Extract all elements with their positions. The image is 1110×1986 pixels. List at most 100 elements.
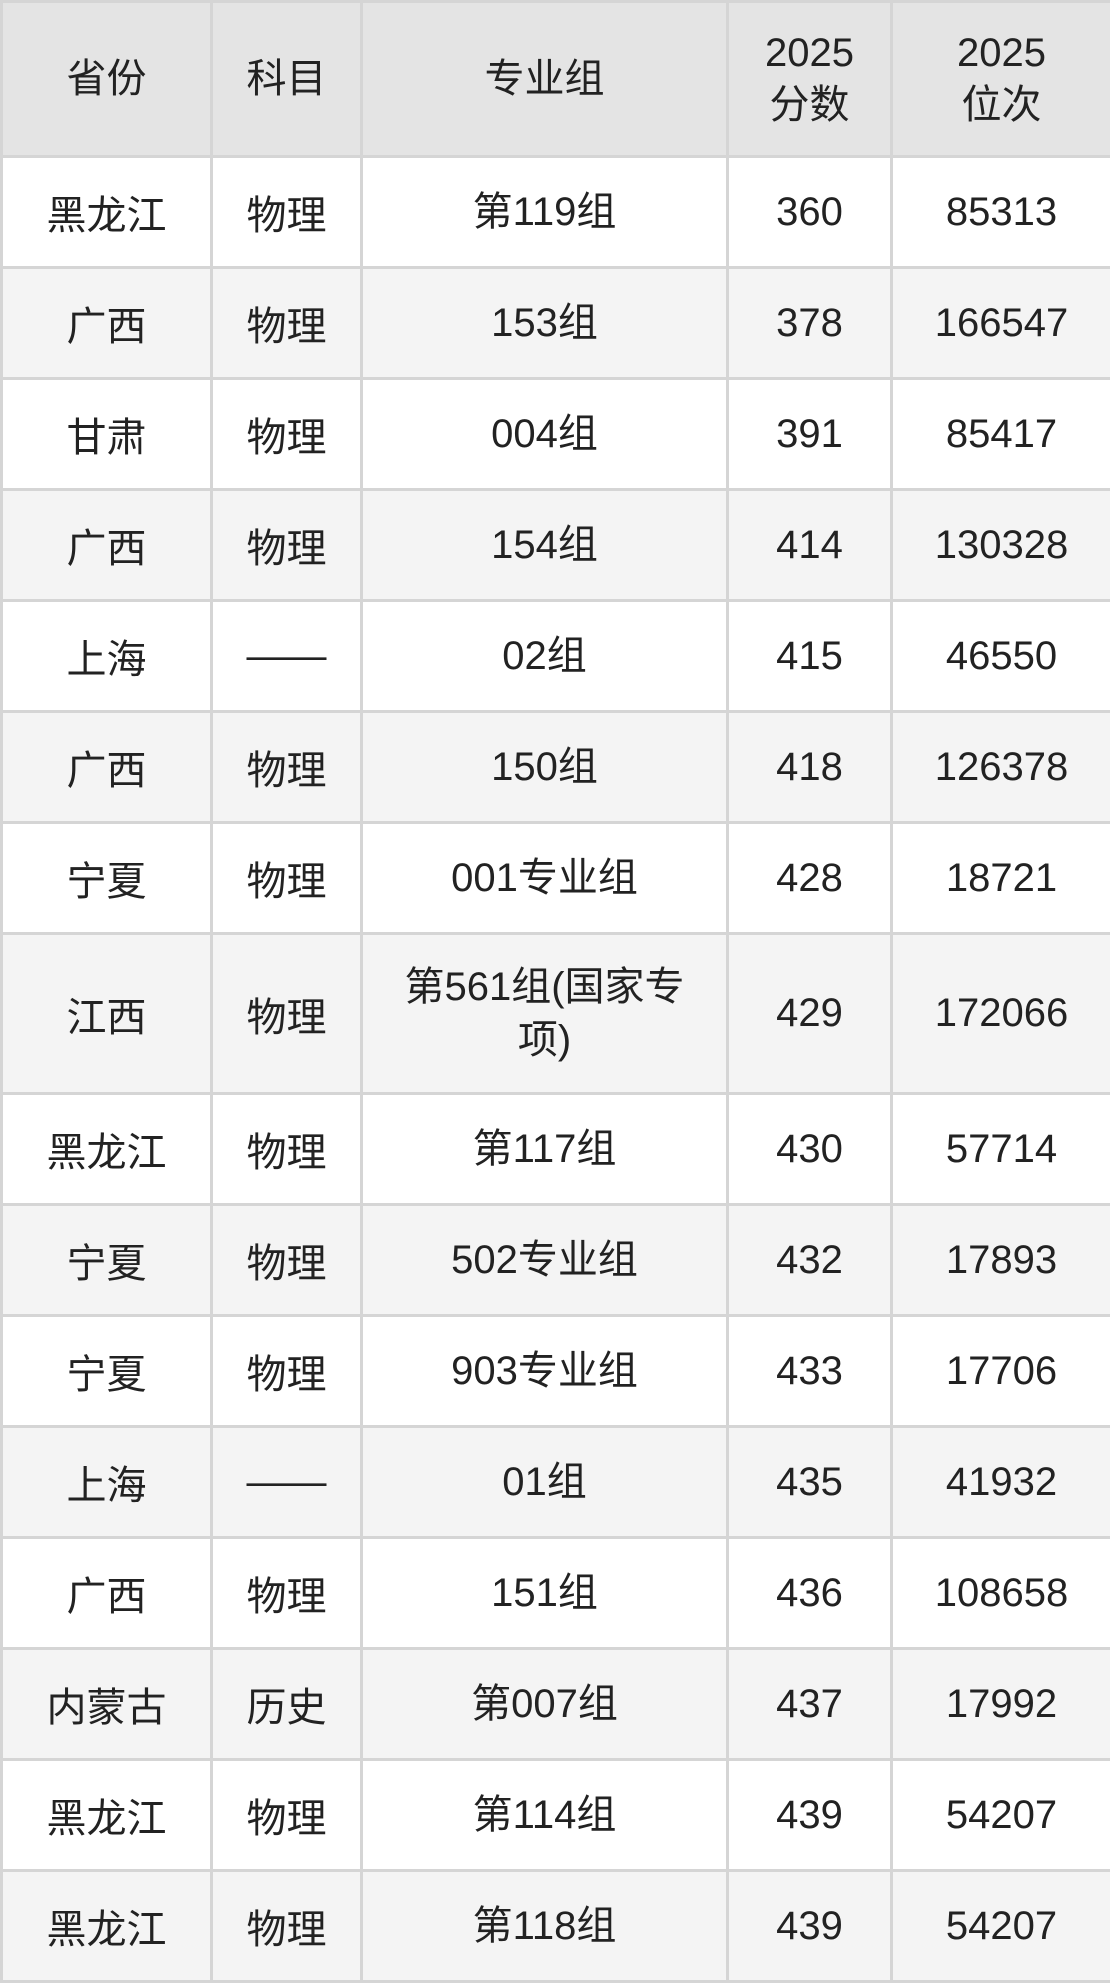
cell-group: 150组 — [360, 710, 729, 824]
table-body: 黑龙江 物理 第119组 360 85313 广西 物理 153组 378 166547 甘肃 物理 0… — [0, 155, 1110, 1983]
cell-rank-2025: 85417 — [890, 377, 1110, 491]
cell-province: 内蒙古 — [0, 1647, 213, 1761]
cell-group: 第117组 — [360, 1092, 729, 1206]
table-row: 上海 —— 02组 415 46550 — [0, 599, 1110, 713]
table-row: 宁夏 物理 001专业组 428 18721 — [0, 821, 1110, 935]
cell-subject: 物理 — [210, 1092, 363, 1206]
group-text: 502专业组 — [451, 1237, 638, 1282]
table-row: 黑龙江 物理 第119组 360 85313 — [0, 155, 1110, 269]
cell-rank-2025: 17706 — [890, 1314, 1110, 1428]
cell-score-2025: 439 — [726, 1758, 893, 1872]
cell-score-2025: 360 — [726, 155, 893, 269]
table-row: 内蒙古 历史 第007组 437 17992 — [0, 1647, 1110, 1761]
cell-subject: 物理 — [210, 266, 363, 380]
cell-rank-2025: 54207 — [890, 1869, 1110, 1983]
cell-subject: 物理 — [210, 1314, 363, 1428]
cell-province: 广西 — [0, 710, 213, 824]
col-header-subject: 科目 — [210, 0, 363, 158]
group-text: 154组 — [491, 522, 598, 567]
table-row: 上海 —— 01组 435 41932 — [0, 1425, 1110, 1539]
col-header-score-2025: 2025 分数 — [726, 0, 893, 158]
group-text: 第114组 — [472, 1792, 617, 1837]
col-header-rank-2025: 2025 位次 — [890, 0, 1110, 158]
table-row: 广西 物理 151组 436 108658 — [0, 1536, 1110, 1650]
cell-subject: 历史 — [210, 1647, 363, 1761]
group-text: 第119组 — [472, 189, 617, 234]
group-text: 01组 — [502, 1459, 587, 1504]
col-header-province: 省份 — [0, 0, 213, 158]
group-text: 001专业组 — [451, 855, 638, 900]
cell-rank-2025: 108658 — [890, 1536, 1110, 1650]
cell-province: 宁夏 — [0, 821, 213, 935]
cell-rank-2025: 41932 — [890, 1425, 1110, 1539]
cell-province: 上海 — [0, 599, 213, 713]
cell-score-2025: 439 — [726, 1869, 893, 1983]
cell-group: 151组 — [360, 1536, 729, 1650]
cell-score-2025: 414 — [726, 488, 893, 602]
cell-subject: —— — [210, 1425, 363, 1539]
cell-province: 广西 — [0, 1536, 213, 1650]
cell-score-2025: 436 — [726, 1536, 893, 1650]
cell-rank-2025: 130328 — [890, 488, 1110, 602]
cell-subject: 物理 — [210, 377, 363, 491]
cell-province: 上海 — [0, 1425, 213, 1539]
cell-score-2025: 391 — [726, 377, 893, 491]
table-row: 宁夏 物理 903专业组 433 17706 — [0, 1314, 1110, 1428]
cell-subject: 物理 — [210, 710, 363, 824]
table-row: 黑龙江 物理 第114组 439 54207 — [0, 1758, 1110, 1872]
cell-rank-2025: 166547 — [890, 266, 1110, 380]
table-row: 宁夏 物理 502专业组 432 17893 — [0, 1203, 1110, 1317]
cell-score-2025: 435 — [726, 1425, 893, 1539]
table-row: 黑龙江 物理 第117组 430 57714 — [0, 1092, 1110, 1206]
cell-rank-2025: 46550 — [890, 599, 1110, 713]
cell-subject: 物理 — [210, 932, 363, 1095]
cell-group: 154组 — [360, 488, 729, 602]
table-row: 黑龙江 物理 第118组 439 54207 — [0, 1869, 1110, 1983]
cell-score-2025: 378 — [726, 266, 893, 380]
cell-province: 黑龙江 — [0, 155, 213, 269]
cell-province: 广西 — [0, 488, 213, 602]
cell-province: 广西 — [0, 266, 213, 380]
cell-rank-2025: 17893 — [890, 1203, 1110, 1317]
cell-subject: 物理 — [210, 155, 363, 269]
cell-province: 黑龙江 — [0, 1758, 213, 1872]
cell-group: 004组 — [360, 377, 729, 491]
group-text: 903专业组 — [451, 1348, 638, 1393]
group-text: 02组 — [502, 633, 587, 678]
cell-score-2025: 428 — [726, 821, 893, 935]
col-header-group: 专业组 — [360, 0, 729, 158]
cell-subject: —— — [210, 599, 363, 713]
cell-province: 甘肃 — [0, 377, 213, 491]
header-row: 省份 科目 专业组 2025 分数 2025 位次 — [0, 0, 1110, 158]
cell-subject: 物理 — [210, 1536, 363, 1650]
group-text: 第561组(国家专项) — [404, 964, 685, 1062]
cell-province: 黑龙江 — [0, 1869, 213, 1983]
cell-score-2025: 433 — [726, 1314, 893, 1428]
table-row: 广西 物理 154组 414 130328 — [0, 488, 1110, 602]
cell-rank-2025: 57714 — [890, 1092, 1110, 1206]
cell-subject: 物理 — [210, 1869, 363, 1983]
table-header: 省份 科目 专业组 2025 分数 2025 位次 — [0, 0, 1110, 158]
cell-group: 第561组(国家专项) — [360, 932, 729, 1095]
table-row: 江西 物理 第561组(国家专项) 429 172066 — [0, 932, 1110, 1095]
cell-rank-2025: 172066 — [890, 932, 1110, 1095]
cell-rank-2025: 85313 — [890, 155, 1110, 269]
cell-score-2025: 418 — [726, 710, 893, 824]
cell-subject: 物理 — [210, 821, 363, 935]
group-text: 第007组 — [471, 1681, 618, 1726]
cell-province: 宁夏 — [0, 1203, 213, 1317]
cell-province: 江西 — [0, 932, 213, 1095]
cell-rank-2025: 126378 — [890, 710, 1110, 824]
cell-group: 903专业组 — [360, 1314, 729, 1428]
group-text: 153组 — [491, 300, 598, 345]
cell-subject: 物理 — [210, 1203, 363, 1317]
table-row: 甘肃 物理 004组 391 85417 — [0, 377, 1110, 491]
cell-subject: 物理 — [210, 1758, 363, 1872]
cell-group: 第118组 — [360, 1869, 729, 1983]
cell-group: 153组 — [360, 266, 729, 380]
cell-score-2025: 415 — [726, 599, 893, 713]
cell-subject: 物理 — [210, 488, 363, 602]
cell-rank-2025: 54207 — [890, 1758, 1110, 1872]
